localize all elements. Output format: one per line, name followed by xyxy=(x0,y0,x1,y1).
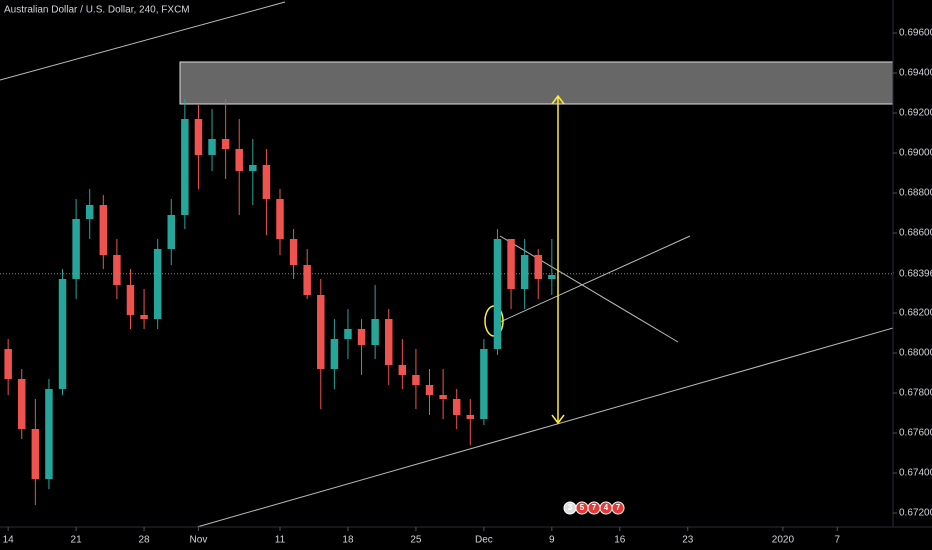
candle-body xyxy=(72,219,80,279)
trend-line xyxy=(196,327,894,528)
candle-body xyxy=(452,399,461,415)
candle-body xyxy=(344,329,352,339)
candles xyxy=(4,99,556,505)
candle-body xyxy=(126,285,135,315)
y-tick-label: 0.68800 xyxy=(899,188,932,199)
y-tick-label: 0.69200 xyxy=(899,108,932,119)
candle-body xyxy=(439,395,447,399)
candle-body xyxy=(534,255,542,279)
event-badge xyxy=(611,501,625,515)
y-tick-label: 0.68600 xyxy=(899,228,932,239)
candle-body xyxy=(58,279,67,389)
y-tick-label: 0.67400 xyxy=(899,468,932,479)
candle-body xyxy=(398,365,407,375)
candle-body xyxy=(221,139,230,149)
candle-body xyxy=(276,199,284,239)
candle-body xyxy=(194,119,203,155)
candle-body xyxy=(18,379,26,429)
candle-body xyxy=(330,339,339,369)
arrow-heads xyxy=(551,94,565,425)
candle-body xyxy=(520,255,529,289)
candle-body xyxy=(153,249,162,319)
candle-body xyxy=(466,415,475,419)
chart-title: Australian Dollar / U.S. Dollar, 240, FX… xyxy=(4,5,190,16)
x-tick-label: 11 xyxy=(275,535,286,546)
y-tick-label: 0.69000 xyxy=(899,148,932,159)
x-tick-label: Dec xyxy=(475,535,493,546)
candle-body xyxy=(99,205,108,255)
x-tick-label: Nov xyxy=(190,535,208,546)
last-price-box xyxy=(894,266,932,281)
candle-body xyxy=(303,265,311,295)
x-tick-label: 21 xyxy=(71,535,83,546)
x-tick-label: 28 xyxy=(139,535,151,546)
x-tick-label: 18 xyxy=(342,535,354,546)
candle-body xyxy=(412,375,420,385)
candle-body xyxy=(548,275,556,279)
y-tick-label: 0.68000 xyxy=(899,348,932,359)
y-tick-label: 0.67800 xyxy=(899,388,932,399)
trend-line xyxy=(0,1,286,81)
candle-body xyxy=(480,349,488,419)
candle-body xyxy=(45,389,53,479)
candle-body xyxy=(249,165,257,171)
y-tick-label: 0.69400 xyxy=(899,68,932,79)
y-tick-label: 0.69600 xyxy=(899,28,932,39)
candle-body xyxy=(317,295,325,369)
event-badge-label: 5 xyxy=(580,503,585,512)
y-tick-label: 0.68200 xyxy=(899,308,932,319)
candle-body xyxy=(140,315,148,319)
event-badge-label: 7 xyxy=(616,503,621,512)
candle-body xyxy=(425,385,434,395)
y-tick-label: 0.67200 xyxy=(899,508,932,519)
candle-body xyxy=(31,429,40,479)
event-badge-label: 3 xyxy=(568,503,573,512)
x-tick-label: 9 xyxy=(549,535,555,546)
candle-body xyxy=(113,255,121,285)
triangle-line xyxy=(499,235,679,343)
x-tick-label: 25 xyxy=(410,535,422,546)
resistance-zone xyxy=(179,61,894,105)
candle-body xyxy=(289,239,298,265)
candle-body xyxy=(357,329,366,345)
event-badge-label: 7 xyxy=(592,503,597,512)
candle-body xyxy=(371,319,379,345)
drawings xyxy=(0,1,894,528)
triangle-line xyxy=(499,235,691,323)
candle-body xyxy=(167,215,175,249)
event-badge-label: 4 xyxy=(604,503,609,512)
y-tick-label: 0.67600 xyxy=(899,428,932,439)
candle-body xyxy=(208,139,216,155)
x-tick-label: 14 xyxy=(3,535,15,546)
candle-body xyxy=(4,349,12,379)
candle-body xyxy=(85,205,94,219)
candle-body xyxy=(507,239,515,289)
candle-body xyxy=(384,319,393,365)
x-tick-label: 16 xyxy=(614,535,626,546)
candle-body xyxy=(493,239,502,349)
candle-body xyxy=(262,165,271,199)
x-tick-label: 2020 xyxy=(772,535,795,546)
candle-body xyxy=(235,149,243,171)
x-tick-label: 23 xyxy=(682,535,694,546)
candle-body xyxy=(181,119,189,215)
last-price-label: 0.68396 xyxy=(899,268,932,279)
x-tick-label: 7 xyxy=(834,535,840,546)
